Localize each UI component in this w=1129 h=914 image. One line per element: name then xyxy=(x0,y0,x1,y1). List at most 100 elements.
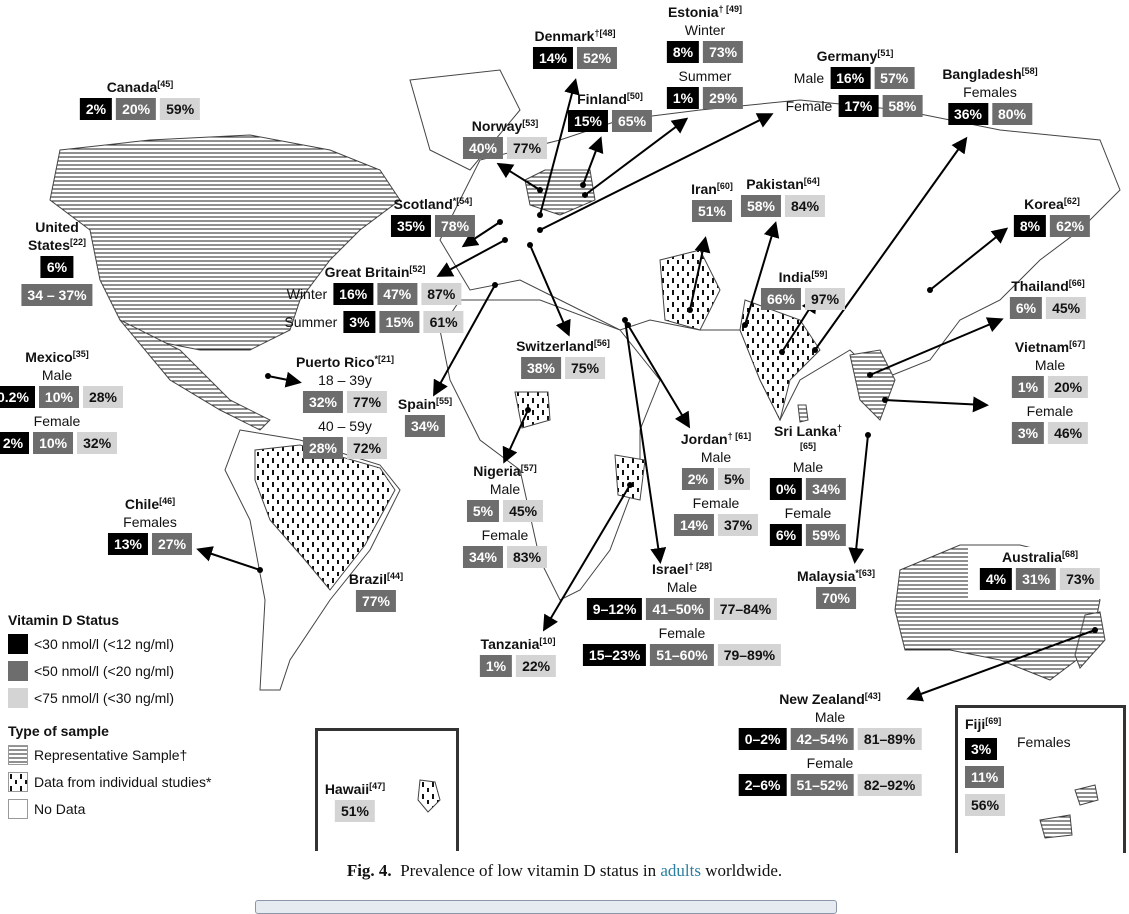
country-scotland: Scotland*[54] 35% 78% xyxy=(389,195,477,241)
prevalence-box-light: 73% xyxy=(1060,568,1101,590)
legend: Vitamin D Status <30 nmol/l (<12 ng/ml) <… xyxy=(8,610,211,822)
group-label: Females xyxy=(963,84,1017,100)
prevalence-box-light: 59% xyxy=(160,98,201,120)
location-dot xyxy=(537,187,543,193)
prevalence-box-light: 56% xyxy=(965,794,1006,816)
country-name-text: Germany xyxy=(816,48,878,64)
leader-arrow xyxy=(689,236,711,311)
north-america xyxy=(49,134,401,351)
reference-mark: [47] xyxy=(369,781,386,791)
group-label: Male xyxy=(793,70,825,86)
prevalence-box-black: 16% xyxy=(333,283,374,305)
value-row: 34% 83% xyxy=(461,546,549,568)
country-name: Germany[51] xyxy=(817,47,894,65)
legend-swatch-black xyxy=(8,633,28,654)
group-label: Male xyxy=(814,709,846,725)
country-name-text: New Zealand xyxy=(779,691,865,707)
group-label: Male xyxy=(489,481,521,497)
prevalence-box-black: 0% xyxy=(769,478,803,500)
prevalence-box-dark: 66% xyxy=(760,288,801,310)
country-name: Thailand[66] xyxy=(1011,277,1085,295)
prevalence-box-light: 77% xyxy=(507,137,548,159)
prevalence-box-dark: 29% xyxy=(703,87,744,109)
prevalence-box-light: 81–89% xyxy=(857,728,922,750)
leader-arrow xyxy=(848,434,869,564)
country-name: Puerto Rico*[21] xyxy=(296,353,394,371)
prevalence-box-light: 22% xyxy=(516,655,557,677)
viewer-toolbar[interactable] xyxy=(255,900,837,914)
prevalence-box-black: 36% xyxy=(947,103,988,125)
group-label: Female xyxy=(481,527,529,543)
caption-link[interactable]: adults xyxy=(660,861,701,880)
reference-mark: [67] xyxy=(1069,339,1086,349)
value-row: 70% xyxy=(814,587,858,609)
prevalence-box-black: 15–23% xyxy=(582,644,647,666)
country-name-text: Tanzania xyxy=(480,636,540,652)
prevalence-box-black: 0–2% xyxy=(738,728,787,750)
prevalence-box-dark: 58% xyxy=(882,95,923,117)
country-mexico: Mexico[35] Male 0.2% 10% 28% Female 2% 10% 32% xyxy=(0,348,125,458)
caption-text: Prevalence of low vitamin D status in xyxy=(400,861,657,880)
prevalence-box-dark: 32% xyxy=(302,391,343,413)
country-name: Spain[55] xyxy=(398,395,452,413)
prevalence-box-dark: 11% xyxy=(965,766,1005,788)
prevalence-box-dark: 34 – 37% xyxy=(21,284,93,306)
legend-status-title: Vitamin D Status xyxy=(8,612,119,628)
location-dot xyxy=(779,349,785,355)
reference-mark: [44] xyxy=(387,571,404,581)
prevalence-box-dark: 42–54% xyxy=(790,728,854,750)
location-dot xyxy=(265,373,271,379)
reference-mark: [64] xyxy=(803,176,820,186)
prevalence-box-dark: 10% xyxy=(33,432,74,454)
prevalence-box-dark: 27% xyxy=(152,533,193,555)
group-label: Females xyxy=(1017,734,1071,750)
reference-mark: [57] xyxy=(520,463,537,473)
reference-mark: [51] xyxy=(877,48,894,58)
value-row: 35% 78% xyxy=(389,215,477,237)
country-name: Chile[46] xyxy=(125,495,175,513)
prevalence-box-dark: 34% xyxy=(462,546,503,568)
leader-arrow xyxy=(496,162,541,191)
country-india: India[59] 66% 97% xyxy=(759,268,847,314)
country-name-text: Iran xyxy=(691,181,717,197)
reference-mark: [52] xyxy=(409,264,426,274)
country-spain: Spain[55] 34% xyxy=(398,395,452,441)
reference-mark: [55] xyxy=(436,396,453,406)
legend-label: Representative Sample† xyxy=(34,746,188,763)
country-name-text: Puerto Rico xyxy=(295,354,375,370)
reference-mark: † [65] xyxy=(799,423,843,451)
location-dot xyxy=(502,237,508,243)
prevalence-box-dark: 78% xyxy=(435,215,476,237)
prevalence-box-black: 3% xyxy=(343,311,376,333)
value-row: Females 3% 11% 56% xyxy=(965,734,1071,819)
reference-mark: [35] xyxy=(72,349,89,359)
prevalence-box-light: 45% xyxy=(503,500,544,522)
value-row: 3% 46% xyxy=(1010,422,1090,444)
country-name: Switzerland[56] xyxy=(516,337,610,355)
prevalence-box-light: 5% xyxy=(718,468,751,490)
country-name-text: Norway xyxy=(471,118,523,134)
country-germany: Germany[51] Male 16% 57% Female 17% 58% xyxy=(786,47,925,121)
prevalence-box-black: 0.2% xyxy=(0,386,35,408)
value-row: 58% 84% xyxy=(739,195,827,217)
country-name-text: Pakistan xyxy=(746,176,804,192)
leader-arrow xyxy=(436,239,506,277)
country-name-text: Nigeria xyxy=(473,463,521,479)
country-name: Nigeria[57] xyxy=(473,462,536,480)
prevalence-box-light: 82–92% xyxy=(857,774,922,796)
country-name: Denmark†[48] xyxy=(535,27,616,45)
legend-status-item: <50 nmol/l (<20 ng/ml) xyxy=(8,657,211,684)
value-row: 15–23% 51–60% 79–89% xyxy=(581,644,783,666)
location-dot xyxy=(497,219,503,225)
value-row: 40% 77% xyxy=(461,137,549,159)
fiji-island-2 xyxy=(1039,814,1073,839)
prevalence-box-dark: 34% xyxy=(806,478,847,500)
prevalence-box-black: 2% xyxy=(79,98,113,120)
figure-caption: Fig. 4. Prevalence of low vitamin D stat… xyxy=(0,861,1129,881)
prevalence-box-light: 84% xyxy=(785,195,826,217)
group-label: Female xyxy=(785,98,833,114)
value-row: 38% 75% xyxy=(519,357,607,379)
reference-mark: [69] xyxy=(985,716,1002,726)
country-new-zealand: New Zealand[43] Male 0–2% 42–54% 81–89% Femal… xyxy=(737,690,924,800)
fiji-islands xyxy=(1074,784,1099,806)
